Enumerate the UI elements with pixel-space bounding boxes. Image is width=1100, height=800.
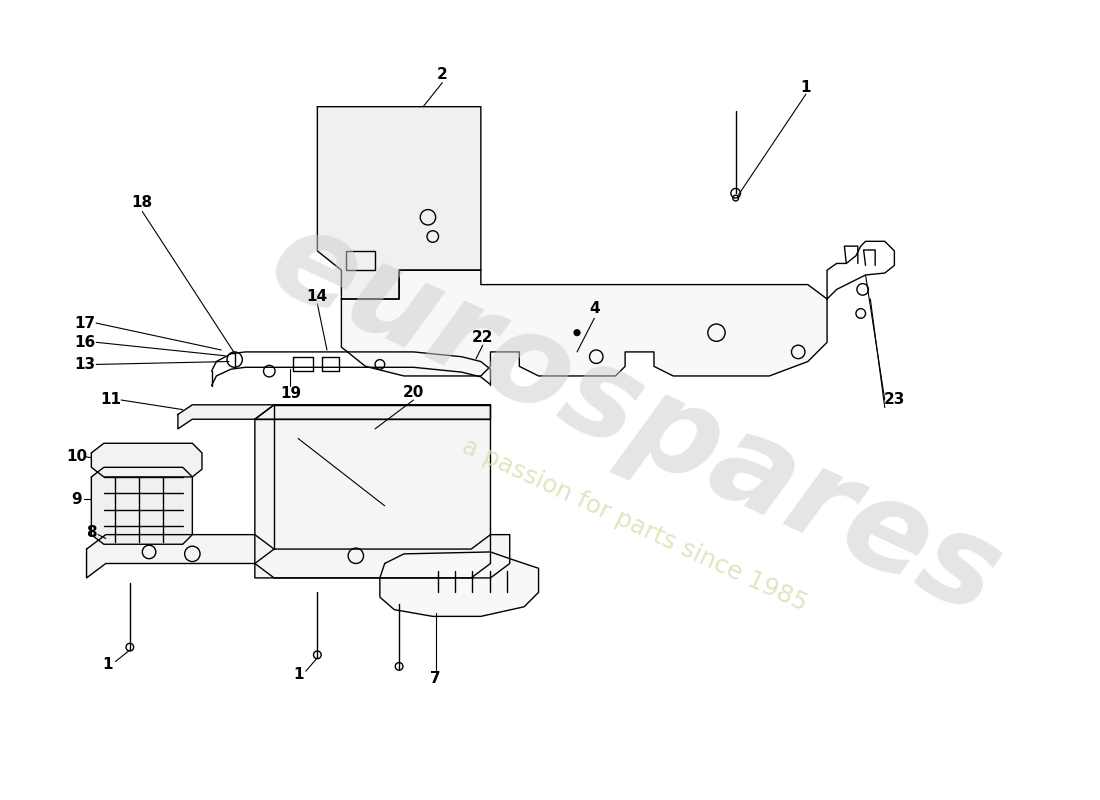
Polygon shape <box>87 534 509 578</box>
Polygon shape <box>91 467 192 544</box>
Polygon shape <box>178 405 491 429</box>
Text: 8: 8 <box>86 526 97 540</box>
Text: 1: 1 <box>293 666 304 682</box>
Text: 4: 4 <box>588 301 600 316</box>
Text: 16: 16 <box>74 334 96 350</box>
Text: 7: 7 <box>430 671 441 686</box>
Text: 18: 18 <box>132 195 153 210</box>
Text: 10: 10 <box>66 450 88 464</box>
Polygon shape <box>379 552 539 616</box>
Text: 20: 20 <box>403 385 425 400</box>
Polygon shape <box>91 443 202 477</box>
Text: 11: 11 <box>100 393 121 407</box>
Text: 1: 1 <box>801 80 811 95</box>
Circle shape <box>574 330 580 335</box>
Text: 13: 13 <box>74 357 96 372</box>
Polygon shape <box>255 405 491 578</box>
Text: 1: 1 <box>102 657 113 672</box>
Text: 9: 9 <box>72 491 82 506</box>
Text: 17: 17 <box>74 315 96 330</box>
Text: a passion for parts since 1985: a passion for parts since 1985 <box>459 434 811 616</box>
Text: 14: 14 <box>307 289 328 304</box>
Polygon shape <box>318 106 481 299</box>
Polygon shape <box>341 270 827 376</box>
Text: eurospares: eurospares <box>251 198 1019 641</box>
Text: 2: 2 <box>437 67 448 82</box>
Text: 22: 22 <box>472 330 494 345</box>
Text: 23: 23 <box>883 393 905 407</box>
Text: 19: 19 <box>279 386 301 401</box>
